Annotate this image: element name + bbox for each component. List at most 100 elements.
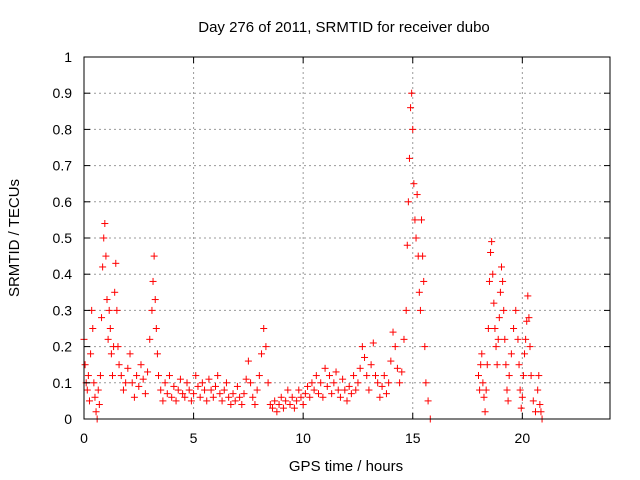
data-point bbox=[238, 401, 246, 409]
data-point bbox=[236, 393, 244, 401]
data-point bbox=[507, 350, 515, 358]
data-point bbox=[113, 306, 121, 314]
data-point bbox=[514, 335, 522, 343]
data-point bbox=[107, 350, 115, 358]
data-point bbox=[122, 379, 130, 387]
data-point bbox=[407, 104, 415, 112]
data-point bbox=[356, 364, 364, 372]
data-point bbox=[317, 379, 325, 387]
data-point bbox=[484, 325, 492, 332]
data-point bbox=[343, 397, 351, 405]
data-point bbox=[367, 361, 375, 369]
data-point bbox=[155, 372, 163, 380]
data-point bbox=[170, 382, 178, 390]
data-point bbox=[165, 372, 173, 380]
data-point bbox=[249, 393, 257, 401]
data-point bbox=[84, 372, 92, 380]
y-tick-label: 0.3 bbox=[53, 302, 73, 318]
data-point bbox=[312, 372, 320, 380]
data-point bbox=[413, 191, 421, 199]
data-point bbox=[483, 361, 491, 369]
data-point bbox=[515, 361, 523, 369]
data-point bbox=[266, 401, 274, 409]
data-point bbox=[403, 241, 411, 249]
y-tick-label: 0.6 bbox=[53, 194, 73, 210]
data-point bbox=[345, 382, 353, 390]
data-point bbox=[192, 372, 200, 380]
data-point bbox=[371, 372, 379, 380]
data-point bbox=[411, 216, 419, 224]
data-point bbox=[260, 325, 268, 332]
data-point bbox=[501, 335, 509, 343]
data-point bbox=[535, 372, 543, 380]
data-point bbox=[534, 386, 542, 394]
plot-frame bbox=[83, 56, 611, 420]
data-point bbox=[146, 335, 154, 343]
data-point bbox=[161, 379, 169, 387]
chart-title: Day 276 of 2011, SRMTID for receiver dub… bbox=[198, 19, 490, 36]
data-point bbox=[85, 397, 93, 405]
data-point bbox=[187, 397, 195, 405]
data-point bbox=[405, 154, 413, 162]
data-point bbox=[521, 350, 529, 358]
data-point bbox=[297, 393, 305, 401]
data-point bbox=[218, 397, 226, 405]
data-point bbox=[214, 372, 222, 380]
data-point bbox=[495, 314, 503, 322]
data-point bbox=[157, 386, 165, 394]
data-point bbox=[290, 404, 298, 412]
data-point bbox=[284, 386, 292, 394]
data-point bbox=[310, 386, 318, 394]
data-point bbox=[400, 335, 408, 343]
data-point bbox=[115, 361, 123, 369]
data-point bbox=[89, 325, 97, 332]
data-point bbox=[112, 259, 120, 267]
data-point bbox=[385, 379, 393, 387]
y-tick-label: 0.8 bbox=[53, 121, 73, 137]
data-point bbox=[293, 397, 301, 405]
data-point bbox=[416, 306, 424, 314]
data-point bbox=[81, 361, 89, 369]
data-point bbox=[487, 248, 495, 256]
y-tick-label: 0.9 bbox=[53, 85, 73, 101]
data-point bbox=[141, 390, 149, 398]
data-point bbox=[488, 238, 496, 246]
data-point bbox=[240, 390, 248, 398]
data-point bbox=[325, 372, 333, 380]
data-point bbox=[149, 277, 157, 285]
data-point bbox=[159, 397, 167, 405]
data-point bbox=[130, 393, 138, 401]
data-point bbox=[135, 382, 143, 390]
data-point bbox=[100, 234, 108, 242]
data-point bbox=[233, 382, 241, 390]
data-point bbox=[207, 386, 215, 394]
data-point bbox=[106, 325, 114, 332]
data-point bbox=[323, 382, 331, 390]
data-point bbox=[227, 401, 235, 409]
data-point bbox=[412, 234, 420, 242]
data-point bbox=[398, 368, 406, 376]
data-point bbox=[95, 401, 103, 409]
data-point bbox=[190, 390, 198, 398]
data-point bbox=[415, 288, 423, 296]
data-point bbox=[536, 401, 544, 409]
data-point bbox=[393, 364, 401, 372]
data-point bbox=[480, 393, 488, 401]
data-point bbox=[341, 386, 349, 394]
data-point bbox=[258, 350, 266, 358]
data-point bbox=[502, 361, 510, 369]
data-point bbox=[363, 372, 371, 380]
data-point bbox=[90, 379, 98, 387]
data-point bbox=[231, 397, 239, 405]
data-point bbox=[262, 343, 270, 351]
data-point bbox=[380, 372, 388, 380]
data-point bbox=[477, 361, 485, 369]
data-point bbox=[216, 390, 224, 398]
data-point bbox=[119, 386, 127, 394]
data-point bbox=[498, 263, 506, 271]
data-point bbox=[286, 401, 294, 409]
data-point bbox=[83, 386, 91, 394]
data-point bbox=[153, 350, 161, 358]
data-point bbox=[350, 372, 358, 380]
